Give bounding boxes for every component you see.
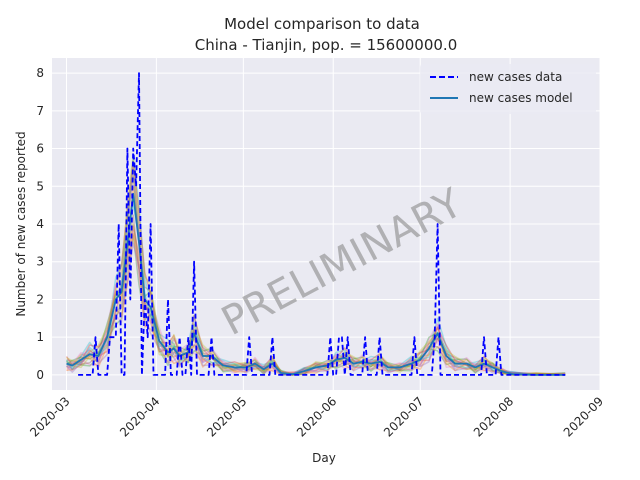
- y-axis-label: Number of new cases reported: [14, 131, 28, 316]
- y-tick-label: 7: [36, 104, 44, 118]
- legend-model-label: new cases model: [469, 91, 573, 105]
- legend-data-label: new cases data: [469, 70, 562, 84]
- chart-title: Model comparison to data: [224, 15, 420, 33]
- y-tick-labels: 0 1 2 3 4 5 6 7 8: [36, 66, 44, 382]
- legend: new cases data new cases model: [420, 64, 596, 114]
- y-tick-label: 4: [36, 217, 44, 231]
- y-tick-label: 1: [36, 330, 44, 344]
- x-axis-label: Day: [312, 451, 336, 465]
- y-tick-label: 0: [36, 368, 44, 382]
- ensemble-line: [66, 166, 566, 376]
- ensemble-line: [65, 242, 566, 376]
- series-new-cases-data: [78, 72, 566, 376]
- y-tick-label: 6: [36, 142, 44, 156]
- legend-box: [420, 64, 596, 114]
- series-layer: [66, 72, 566, 376]
- y-tick-label: 2: [36, 292, 44, 306]
- y-tick-label: 5: [36, 179, 44, 193]
- y-tick-label: 8: [36, 66, 44, 80]
- y-tick-label: 3: [36, 255, 44, 269]
- chart-subtitle: China - Tianjin, pop. = 15600000.0: [195, 36, 458, 54]
- ensemble-line: [66, 175, 566, 376]
